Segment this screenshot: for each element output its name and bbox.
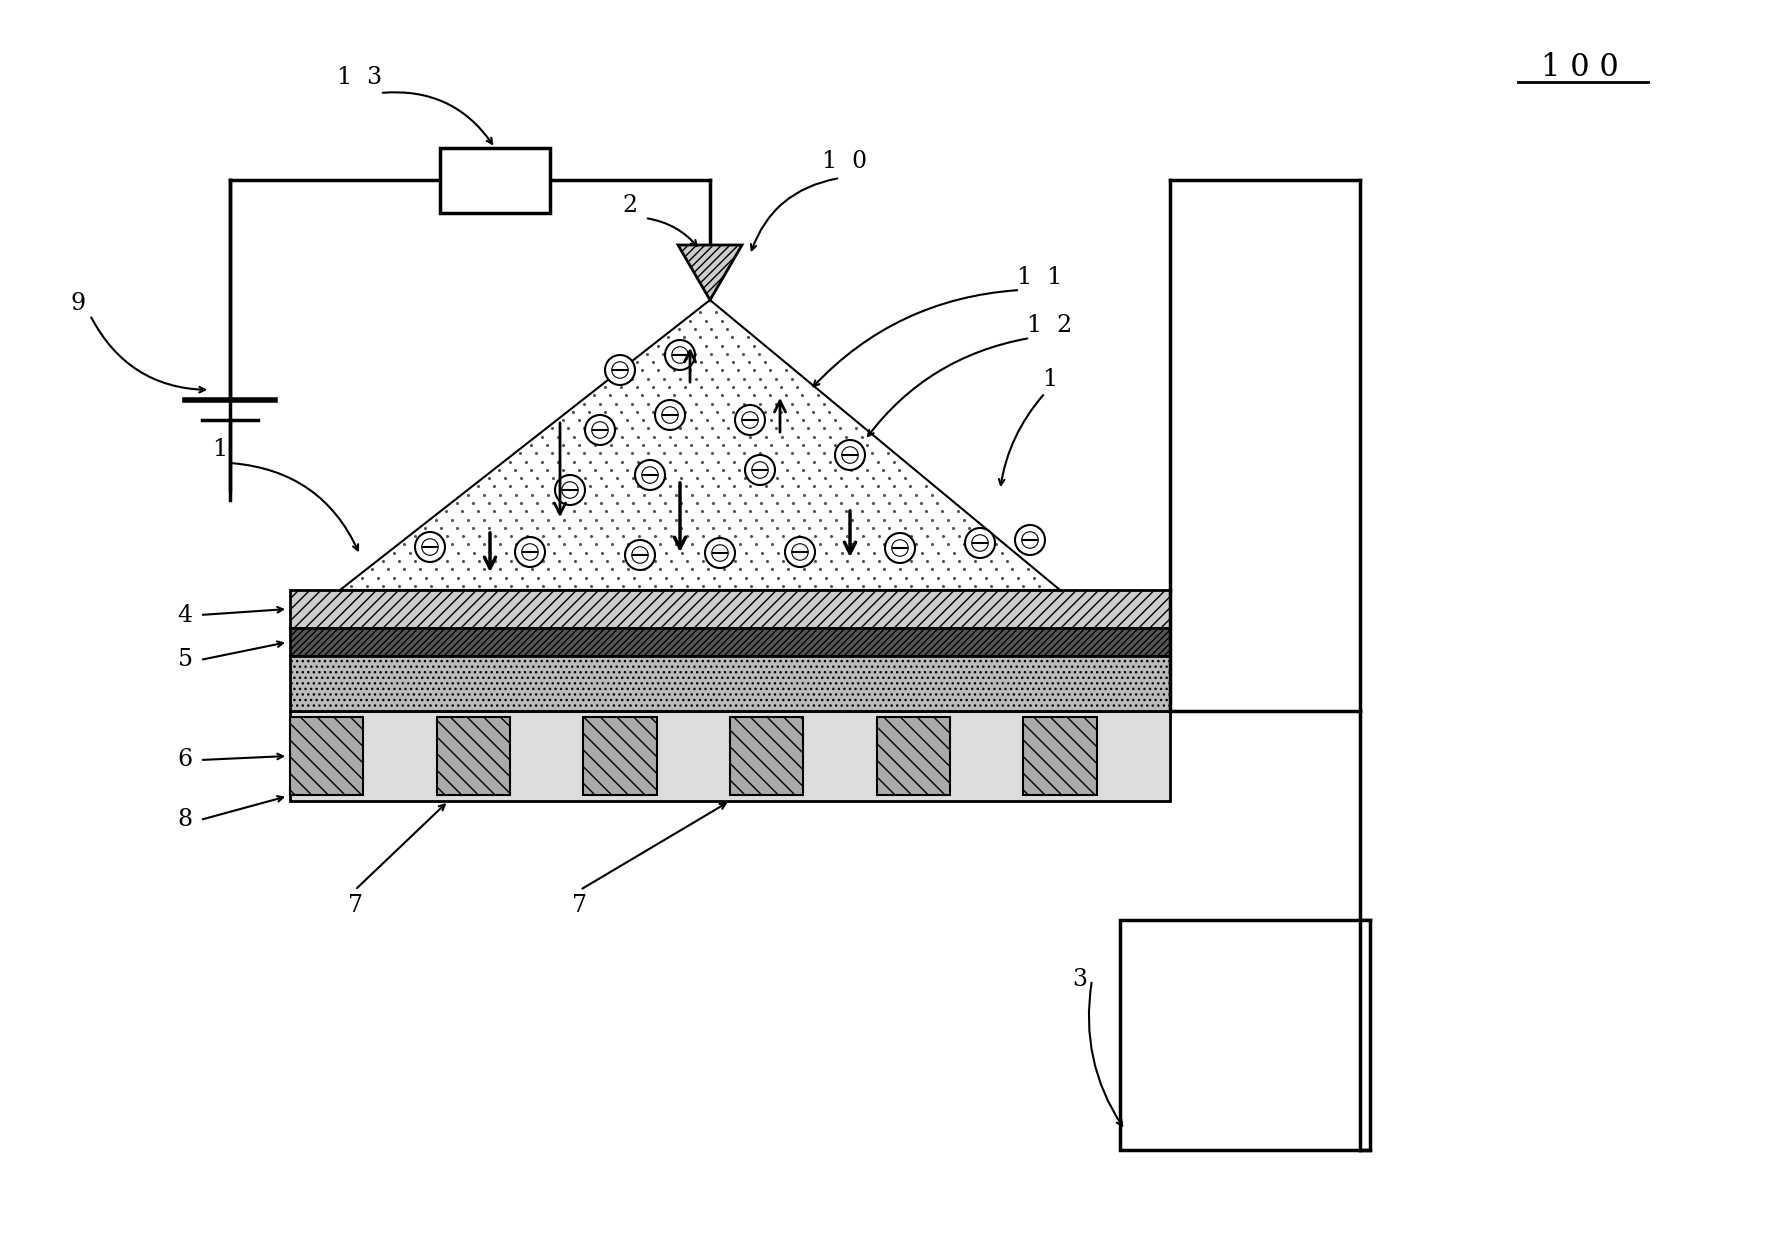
Bar <box>583 717 656 795</box>
Circle shape <box>735 405 765 435</box>
Text: 3: 3 <box>1073 969 1087 991</box>
Circle shape <box>554 476 585 504</box>
Text: 1  1: 1 1 <box>1017 267 1062 289</box>
Text: 1: 1 <box>1042 369 1057 391</box>
Text: 7: 7 <box>572 893 588 917</box>
Bar <box>440 148 551 213</box>
Circle shape <box>654 400 685 430</box>
Bar <box>1023 717 1096 795</box>
Text: 5: 5 <box>177 649 193 672</box>
Text: 7: 7 <box>347 893 363 917</box>
Circle shape <box>885 533 915 564</box>
Bar <box>1119 920 1370 1150</box>
Circle shape <box>704 538 735 569</box>
Text: 6: 6 <box>177 749 193 771</box>
Circle shape <box>515 537 545 567</box>
Text: 1 0 0: 1 0 0 <box>1541 53 1618 83</box>
Text: 2: 2 <box>622 194 638 216</box>
Bar <box>436 717 510 795</box>
Circle shape <box>626 540 654 570</box>
Bar <box>290 590 1169 628</box>
Circle shape <box>585 415 615 445</box>
Text: 1  3: 1 3 <box>338 67 383 89</box>
Circle shape <box>415 532 445 562</box>
Polygon shape <box>678 245 742 299</box>
Polygon shape <box>340 299 1060 590</box>
Circle shape <box>635 460 665 491</box>
Text: 1  2: 1 2 <box>1028 313 1073 336</box>
Bar <box>876 717 949 795</box>
Circle shape <box>604 355 635 385</box>
Circle shape <box>665 340 696 370</box>
Circle shape <box>746 455 774 486</box>
Circle shape <box>966 528 994 559</box>
Circle shape <box>835 440 865 470</box>
Bar <box>290 717 363 795</box>
Bar <box>730 717 803 795</box>
Text: 1  0: 1 0 <box>822 151 867 174</box>
Text: 9: 9 <box>70 292 86 314</box>
Circle shape <box>785 537 815 567</box>
Bar <box>290 628 1169 655</box>
Text: 8: 8 <box>177 809 193 832</box>
Bar <box>290 711 1169 801</box>
Bar <box>290 655 1169 711</box>
Text: 1: 1 <box>213 439 227 462</box>
Text: 4: 4 <box>177 604 193 626</box>
Circle shape <box>1016 525 1044 555</box>
